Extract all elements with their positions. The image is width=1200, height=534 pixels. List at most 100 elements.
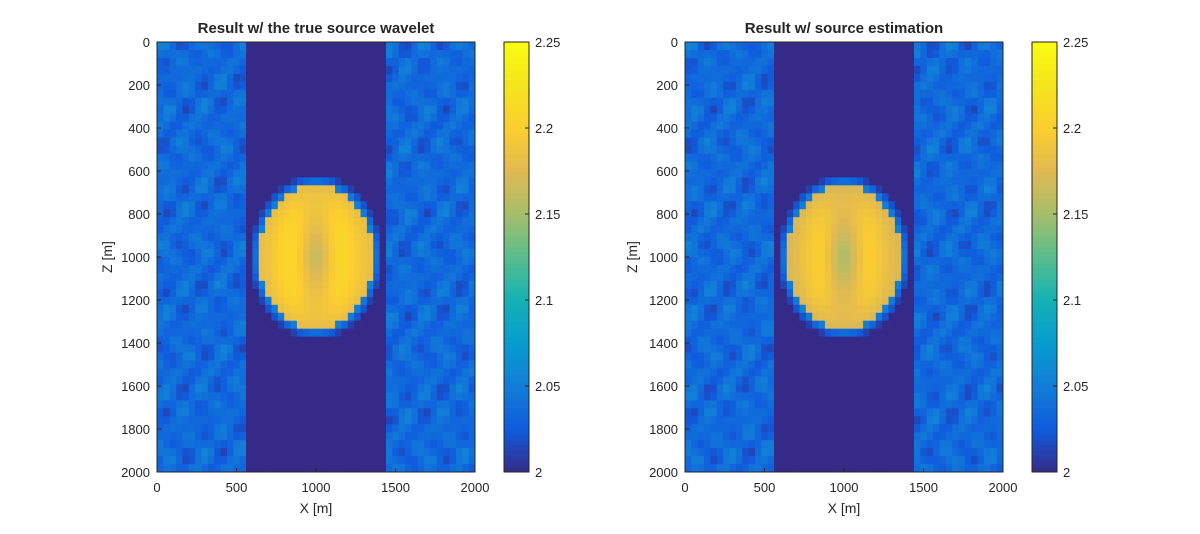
heatmap-cell bbox=[328, 209, 336, 218]
heatmap-cell bbox=[405, 304, 412, 314]
heatmap-cell bbox=[182, 257, 190, 266]
heatmap-cell bbox=[417, 81, 425, 91]
heatmap-cell bbox=[869, 257, 877, 266]
heatmap-cell bbox=[398, 153, 406, 162]
heatmap-cell bbox=[933, 376, 940, 385]
heatmap-cell bbox=[748, 384, 756, 393]
heatmap-cell bbox=[735, 97, 743, 107]
heatmap-cell bbox=[449, 57, 457, 67]
heatmap-cell bbox=[455, 440, 463, 449]
heatmap-cell bbox=[863, 288, 870, 298]
heatmap-cell bbox=[220, 153, 228, 162]
heatmap-cell bbox=[341, 241, 349, 250]
heatmap-cell bbox=[195, 448, 202, 457]
heatmap-cell bbox=[385, 209, 393, 218]
heatmap-cell bbox=[220, 121, 228, 130]
heatmap-cell bbox=[462, 145, 470, 154]
heatmap-cell bbox=[220, 456, 228, 465]
heatmap-cell bbox=[729, 424, 737, 433]
heatmap-cell bbox=[201, 169, 209, 178]
heatmap-cell bbox=[786, 352, 794, 361]
heatmap-cell bbox=[239, 288, 247, 298]
heatmap-cell bbox=[188, 296, 196, 306]
heatmap-cell bbox=[290, 424, 298, 433]
heatmap-cell bbox=[411, 185, 419, 194]
heatmap-cell bbox=[901, 400, 908, 409]
heatmap-cell bbox=[252, 97, 260, 107]
heatmap-cell bbox=[385, 416, 393, 425]
heatmap-cell bbox=[157, 344, 164, 353]
heatmap-cell bbox=[239, 328, 247, 338]
heatmap-cell bbox=[214, 312, 221, 322]
heatmap-cell bbox=[169, 344, 177, 353]
x-tick-label: 2000 bbox=[461, 480, 490, 495]
heatmap-cell bbox=[850, 456, 858, 465]
heatmap-cell bbox=[805, 169, 813, 178]
heatmap-cell bbox=[818, 288, 826, 298]
heatmap-cell bbox=[239, 42, 247, 51]
heatmap-cell bbox=[157, 105, 164, 115]
heatmap-cell bbox=[443, 408, 450, 417]
heatmap-cell bbox=[869, 241, 877, 250]
heatmap-cell bbox=[780, 49, 788, 59]
heatmap-cell bbox=[742, 264, 749, 274]
heatmap-cell bbox=[385, 424, 393, 433]
heatmap-cell bbox=[417, 241, 425, 250]
heatmap-cell bbox=[894, 408, 902, 417]
heatmap-cell bbox=[335, 328, 342, 338]
heatmap-cell bbox=[926, 320, 934, 330]
heatmap-cell bbox=[697, 225, 705, 234]
heatmap-cell bbox=[265, 320, 272, 330]
y-tick-label: 1400 bbox=[121, 336, 150, 351]
heatmap-cell bbox=[271, 177, 279, 186]
heatmap-cell bbox=[405, 177, 412, 186]
heatmap-cell bbox=[436, 65, 444, 75]
heatmap-cell bbox=[805, 272, 813, 282]
heatmap-cell bbox=[258, 464, 266, 473]
heatmap-cell bbox=[214, 464, 221, 473]
heatmap-cell bbox=[239, 105, 247, 115]
heatmap-cell bbox=[290, 408, 298, 417]
heatmap-cell bbox=[767, 312, 775, 322]
heatmap-cell bbox=[226, 73, 234, 83]
heatmap-cell bbox=[347, 424, 355, 433]
heatmap-cell bbox=[455, 81, 463, 91]
heatmap-cell bbox=[417, 153, 425, 162]
heatmap-cell bbox=[754, 312, 762, 322]
heatmap-cell bbox=[347, 201, 355, 210]
heatmap-cell bbox=[157, 113, 164, 123]
heatmap-cell bbox=[704, 65, 711, 75]
heatmap-cell bbox=[907, 392, 915, 401]
heatmap-cell bbox=[748, 225, 756, 234]
heatmap-cell bbox=[373, 360, 380, 369]
heatmap-cell bbox=[316, 280, 323, 290]
heatmap-cell bbox=[265, 257, 272, 266]
heatmap-cell bbox=[335, 344, 342, 353]
heatmap-cell bbox=[436, 392, 444, 401]
heatmap-cell bbox=[366, 217, 374, 226]
heatmap-cell bbox=[856, 344, 864, 353]
heatmap-cell bbox=[398, 81, 406, 91]
heatmap-cell bbox=[774, 432, 781, 441]
heatmap-cell bbox=[214, 368, 221, 377]
heatmap-cell bbox=[455, 432, 463, 441]
heatmap-cell bbox=[233, 57, 241, 67]
heatmap-cell bbox=[455, 113, 463, 123]
heatmap-cell bbox=[309, 145, 317, 154]
heatmap-cell bbox=[754, 249, 762, 258]
heatmap-cell bbox=[328, 400, 336, 409]
heatmap-cell bbox=[780, 288, 788, 298]
heatmap-cell bbox=[201, 233, 209, 242]
heatmap-cell bbox=[856, 137, 864, 146]
heatmap-cell bbox=[875, 73, 883, 83]
heatmap-cell bbox=[246, 280, 253, 290]
heatmap-cell bbox=[863, 432, 870, 441]
heatmap-cell bbox=[793, 121, 800, 130]
heatmap-cell bbox=[894, 400, 902, 409]
heatmap-cell bbox=[449, 384, 457, 393]
heatmap-cell bbox=[761, 328, 769, 338]
heatmap-cell bbox=[907, 81, 915, 91]
heatmap-cell bbox=[424, 352, 431, 361]
heatmap-cell bbox=[774, 400, 781, 409]
heatmap-cell bbox=[697, 73, 705, 83]
